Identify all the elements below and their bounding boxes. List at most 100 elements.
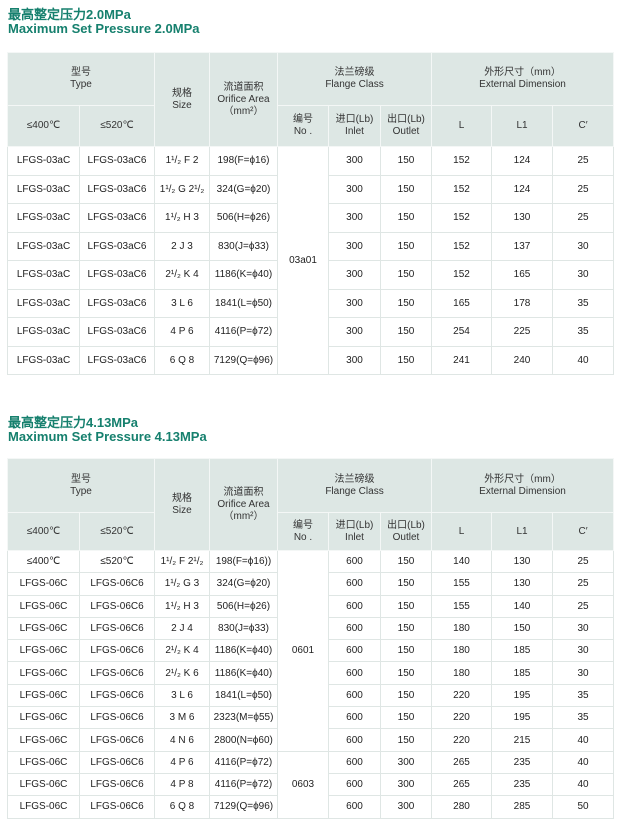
cell-dim-c: 25: [552, 174, 615, 204]
cell-size: 2 J 3: [154, 231, 210, 261]
cell-outlet: 150: [379, 639, 433, 663]
header-external-dimension: 外形尺寸（mm） External Dimension: [431, 52, 615, 106]
section-title-1: 最高整定压力2.0MPa Maximum Set Pressure 2.0MPa: [8, 8, 199, 36]
cell-model-520c: LFGS-06C6: [79, 639, 155, 663]
header-inlet: 进口(Lb) Inlet: [328, 105, 381, 147]
cell-orifice-area: 506(H=ϕ26): [209, 594, 278, 618]
cell-dim-l1: 137: [491, 231, 554, 261]
cell-outlet: 150: [379, 174, 433, 204]
header-text: 外形尺寸（mm）: [484, 473, 561, 485]
cell-orifice-area: 2800(N=ϕ60): [209, 728, 278, 752]
cell-orifice-area: 7129(Q=ϕ96): [209, 795, 278, 819]
cell-model-520c: LFGS-06C6: [79, 572, 155, 596]
cell-orifice-area: 4116(P=ϕ72): [209, 772, 278, 797]
cell-inlet: 600: [328, 572, 381, 596]
cell-dim-l: 180: [431, 639, 493, 663]
cell-outlet: 150: [379, 706, 433, 730]
cell-dim-l: 152: [431, 260, 493, 290]
cell-inlet: 300: [328, 288, 381, 318]
header-orifice-area: 流道面积 Orifice Area （mm²）: [209, 52, 278, 147]
cell-dim-c: 25: [552, 594, 615, 618]
cell-outlet: 150: [379, 345, 433, 375]
cell-dim-l: 254: [431, 317, 493, 347]
cell-model-520c: LFGS-06C6: [79, 683, 155, 708]
cell-model-400c: LFGS-06C: [7, 728, 80, 752]
cell-outlet: 150: [379, 572, 433, 596]
cell-model-400c: LFGS-03aC: [7, 203, 80, 233]
cell-dim-c: 30: [552, 616, 615, 641]
cell-dim-l1: 215: [491, 728, 554, 752]
header-no: 编号 No .: [277, 512, 329, 551]
cell-inlet: 300: [328, 203, 381, 233]
header-orifice-area: 流道面积 Orifice Area （mm²）: [209, 458, 278, 551]
cell-outlet: 150: [379, 231, 433, 261]
cell-size: 4 P 6: [154, 750, 210, 774]
cell-model-520c: LFGS-06C6: [79, 728, 155, 752]
header-text: Inlet: [345, 531, 364, 543]
cell-size: 1¹/₂ F 2: [154, 146, 210, 176]
table-row: LFGS-06C LFGS-06C6 6 Q 8 7129(Q=ϕ96) 600 300 2…: [7, 795, 615, 819]
cell-inlet: 300: [328, 174, 381, 204]
cell-model-400c: LFGS-03aC: [7, 146, 80, 176]
table-row: LFGS-03aC LFGS-03aC6 6 Q 8 7129(Q=ϕ96) 300 15…: [7, 345, 615, 375]
cell-dim-c: 40: [552, 750, 615, 774]
cell-outlet: 150: [379, 549, 433, 574]
cell-inlet: 600: [328, 661, 381, 685]
cell-orifice-area: 7129(Q=ϕ96): [209, 345, 278, 375]
cell-dim-l: 152: [431, 203, 493, 233]
cell-model-520c: LFGS-06C6: [79, 661, 155, 685]
cell-model-520c: LFGS-03aC6: [79, 231, 155, 261]
cell-size: 3 L 6: [154, 288, 210, 318]
cell-model-400c: LFGS-03aC: [7, 345, 80, 375]
cell-model-520c: LFGS-03aC6: [79, 345, 155, 375]
table-row: LFGS-03aC LFGS-03aC6 3 L 6 1841(L=ϕ50) 300 15…: [7, 288, 615, 318]
cell-inlet: 600: [328, 549, 381, 574]
cell-model-520c: LFGS-03aC6: [79, 174, 155, 204]
cell-dim-c: 30: [552, 260, 615, 290]
header-external-dimension: 外形尺寸（mm） External Dimension: [431, 458, 615, 513]
title-en: Maximum Set Pressure 2.0MPa: [8, 21, 200, 36]
header-type: 型号 Type: [7, 458, 155, 513]
cell-orifice-area: 4116(P=ϕ72): [209, 750, 278, 774]
table-row: LFGS-06C LFGS-06C6 2¹/₂ K 4 1186(K=ϕ40) 600 1…: [7, 639, 615, 663]
title-cn: 最高整定压力2.0MPa: [8, 7, 131, 22]
cell-dim-l1: 130: [491, 549, 554, 574]
cell-orifice-area: 324(G=ϕ20): [209, 174, 278, 204]
cell-dim-c: 30: [552, 231, 615, 261]
header-text: 型号: [71, 67, 91, 78]
header-flange-class: 法兰磅级 Flange Class: [276, 52, 433, 106]
cell-model-400c: LFGS-03aC: [7, 174, 80, 204]
table-row: LFGS-03aC LFGS-03aC6 4 P 6 4116(P=ϕ72) 300 15…: [7, 317, 615, 347]
cell-dim-c: 40: [552, 728, 615, 752]
header-text: 型号: [71, 473, 91, 485]
header-type: 型号 Type: [7, 52, 155, 106]
header-text: Type: [70, 79, 92, 90]
header-text: External Dimension: [479, 485, 566, 497]
cell-dim-l1: 195: [491, 683, 554, 708]
cell-model-520c: LFGS-06C6: [79, 594, 155, 618]
cell-dim-l: 241: [431, 345, 493, 375]
cell-model-520c: LFGS-03aC6: [79, 203, 155, 233]
header-size: 规格 Size: [154, 52, 210, 147]
table-row: LFGS-06C LFGS-06C6 1¹/₂ H 3 506(H=ϕ26) 600 15…: [7, 594, 615, 618]
cell-dim-l1: 285: [491, 795, 554, 819]
cell-outlet: 150: [379, 594, 433, 618]
cell-dim-c: 50: [552, 795, 615, 819]
cell-orifice-area: 1186(K=ϕ40): [209, 661, 278, 685]
cell-orifice-area: 1186(K=ϕ40): [209, 639, 278, 663]
header-text: Flange Class: [325, 485, 384, 497]
header-size: 规格 Size: [154, 458, 210, 551]
header-text: Type: [70, 485, 92, 497]
cell-size: 1¹/₂ H 3: [154, 594, 210, 618]
table-row: LFGS-06C LFGS-06C6 3 L 6 1841(L=ϕ50) 600 150 2…: [7, 683, 615, 708]
cell-inlet: 600: [328, 594, 381, 618]
cell-size: 3 L 6: [154, 683, 210, 708]
table-row: LFGS-06C LFGS-06C6 1¹/₂ G 3 324(G=ϕ20) 600 15…: [7, 572, 615, 596]
cell-dim-l1: 130: [491, 203, 554, 233]
cell-dim-l: 165: [431, 288, 493, 318]
spec-table-4-13mpa: 型号 Type 规格 Size 流道面积 Orifice Area （mm²） 法兰磅级…: [7, 458, 615, 819]
header-text: 法兰磅级: [334, 67, 375, 78]
header-text: Size: [172, 99, 192, 111]
header-text: 流道面积: [223, 81, 264, 93]
header-text: 出口(Lb): [387, 114, 425, 125]
